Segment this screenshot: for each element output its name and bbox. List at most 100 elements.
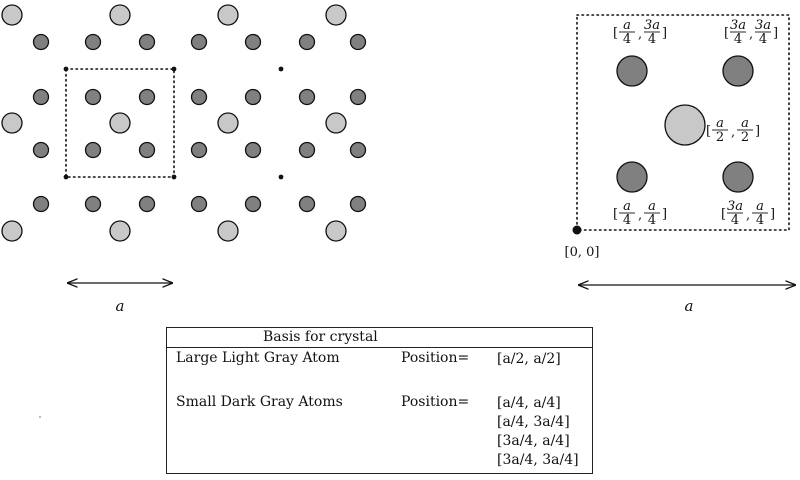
stray-mark — [39, 416, 41, 418]
site-label-part: 2 — [741, 130, 749, 145]
enlarged-unit-cell — [576, 14, 790, 231]
basis-row-name: Small Dark Gray Atoms — [176, 394, 343, 410]
site-label-part: 4 — [623, 32, 631, 47]
lattice-small-atom — [349, 33, 367, 51]
site-label-part: [ — [613, 26, 618, 41]
site-label-part: ] — [662, 26, 667, 41]
lattice-constant-label: a — [116, 297, 125, 315]
site-label-part: [ — [724, 26, 729, 41]
basis-position: [3a/4, a/4] — [497, 433, 570, 449]
origin-dot — [572, 225, 582, 235]
lattice-small-atom — [190, 33, 208, 51]
basis-row-name: Large Light Gray Atom — [176, 350, 340, 366]
basis-row-position-label: Position= — [401, 394, 470, 410]
site-label-part: 4 — [731, 213, 739, 228]
lattice-large-atom — [1, 4, 23, 26]
site-label-part: a — [623, 18, 631, 33]
lattice-unit-cell — [65, 68, 175, 178]
basis-table-header: Basis for crystal — [167, 328, 592, 348]
basis-position: [a/2, a/2] — [497, 351, 561, 367]
site-label-part: 4 — [734, 32, 742, 47]
site-label-part: 2 — [716, 130, 724, 145]
lattice-large-atom — [1, 220, 23, 242]
site-label-part: ] — [662, 207, 667, 222]
lattice-small-atom — [32, 33, 50, 51]
basis-small-atom — [616, 161, 648, 193]
origin-label: [0, 0] — [565, 245, 600, 260]
lattice-small-atom — [298, 141, 316, 159]
site-label-part: , — [638, 27, 642, 42]
lattice-small-atom — [244, 88, 262, 106]
cell-corner-dot — [171, 66, 177, 72]
site-label-part: , — [749, 27, 753, 42]
lattice-large-atom — [109, 112, 131, 134]
lattice-small-atom — [32, 88, 50, 106]
site-label-part: 3a — [755, 18, 771, 33]
cell-corner-dot — [63, 174, 69, 180]
site-label-part: [ — [613, 207, 618, 222]
site-label-part: 3a — [644, 18, 660, 33]
lattice-small-atom — [190, 195, 208, 213]
basis-table: Basis for crystal Large Light Gray Atom … — [166, 327, 593, 474]
basis-position: [3a/4, 3a/4] — [497, 452, 579, 468]
basis-small-atom — [616, 55, 648, 87]
site-labels: [a4,3a4] [3a4,3a4][a2 ,a2][a4 ,a4] [3a4 ,a4] — [613, 18, 778, 228]
basis-row-positions: [a/4, a/4] [a/4, 3a/4] [3a/4, a/4] [3a/4… — [497, 394, 579, 470]
site-label-part: , — [731, 125, 735, 140]
lattice-small-atom — [349, 141, 367, 159]
lattice-small-atom — [84, 195, 102, 213]
site-label-part: 4 — [648, 32, 656, 47]
site-label-part: [ — [706, 124, 711, 139]
site-label-part: 3a — [730, 18, 746, 33]
site-label-part: 4 — [759, 32, 767, 47]
basis-position: [a/4, 3a/4] — [497, 414, 570, 430]
lattice-small-atom — [244, 33, 262, 51]
basis-row-position-label: Position= — [401, 350, 470, 366]
lattice-small-atom — [32, 141, 50, 159]
basis-row-positions: [a/2, a/2] — [497, 350, 561, 369]
site-label-part: a — [648, 199, 656, 214]
site-label-part: a — [741, 116, 749, 131]
lattice-small-atom — [138, 33, 156, 51]
site-label-part: [ — [721, 207, 726, 222]
site-label-part: , — [746, 208, 750, 223]
lattice-large-atom — [1, 112, 23, 134]
site-label-part: 4 — [623, 213, 631, 228]
site-label-part: ] — [755, 124, 760, 139]
lattice-small-atom — [298, 88, 316, 106]
site-label-part: a — [623, 199, 631, 214]
site-label-part: 3a — [727, 199, 743, 214]
lattice-point-dot — [278, 174, 284, 180]
lattice-large-atom — [325, 220, 347, 242]
site-label-part: ] — [773, 26, 778, 41]
lattice-large-atom — [217, 220, 239, 242]
lattice-small-atom — [138, 195, 156, 213]
lattice-small-atom — [84, 141, 102, 159]
lattice-small-atom — [190, 141, 208, 159]
lattice-atoms — [1, 4, 367, 242]
cell-corner-dot — [63, 66, 69, 72]
basis-small-atom — [722, 55, 754, 87]
lattice-small-atom — [349, 195, 367, 213]
lattice-point-dot — [278, 66, 284, 72]
lattice-small-atom — [298, 33, 316, 51]
lattice-small-atom — [190, 88, 208, 106]
lattice-small-atom — [349, 88, 367, 106]
site-label-part: 4 — [756, 213, 764, 228]
lattice-small-atom — [298, 195, 316, 213]
basis-position: [a/4, a/4] — [497, 395, 561, 411]
lattice-large-atom — [325, 4, 347, 26]
lattice-small-atom — [244, 141, 262, 159]
lattice-small-atom — [32, 195, 50, 213]
cell-constant-label: a — [685, 297, 694, 315]
site-label-part: ] — [770, 207, 775, 222]
lattice-small-atom — [138, 141, 156, 159]
lattice-small-atom — [244, 195, 262, 213]
lattice-large-atom — [217, 112, 239, 134]
cell-corner-dot — [171, 174, 177, 180]
site-label-part: 4 — [648, 213, 656, 228]
lattice-small-atom — [84, 33, 102, 51]
lattice-large-atom — [109, 220, 131, 242]
site-label-part: , — [638, 208, 642, 223]
